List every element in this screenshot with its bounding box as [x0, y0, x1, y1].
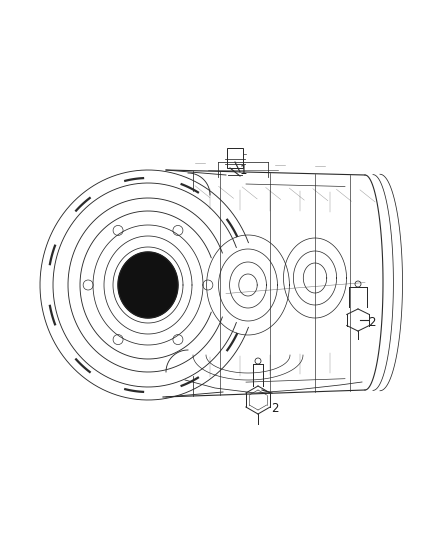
Polygon shape — [118, 252, 178, 318]
Text: 2: 2 — [368, 316, 376, 328]
Text: 1: 1 — [239, 164, 247, 176]
Text: 2: 2 — [271, 401, 279, 415]
